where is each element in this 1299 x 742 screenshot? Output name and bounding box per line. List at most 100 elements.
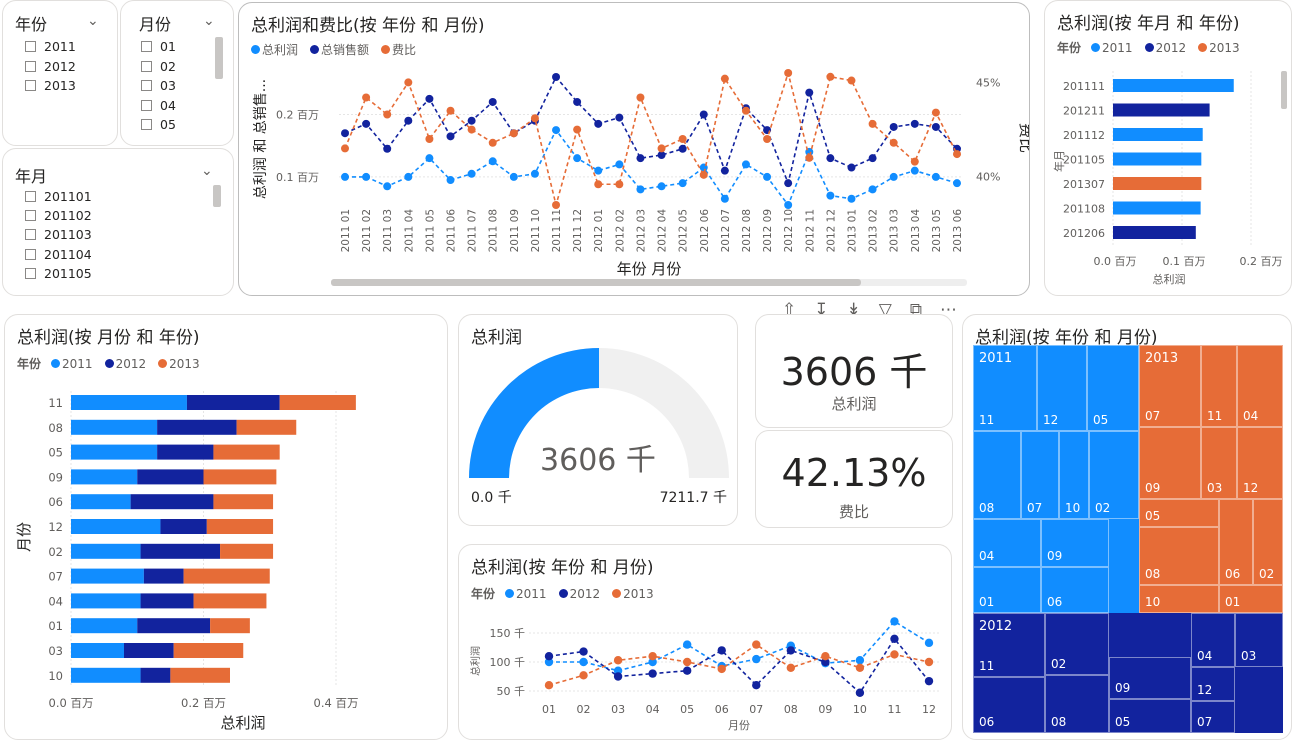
legend-item[interactable]: 2013	[612, 587, 654, 601]
slicer-item[interactable]: 03	[141, 78, 176, 93]
legend-item[interactable]: 2011	[1091, 41, 1133, 55]
checkbox[interactable]	[25, 249, 36, 260]
legend-item[interactable]: 2011	[51, 357, 93, 371]
checkbox[interactable]	[25, 210, 36, 221]
treemap-group[interactable]: 2012 11 02 04 03 09 12 06 08 05 07	[973, 613, 1283, 733]
treemap-cell[interactable]: 03	[1235, 613, 1283, 667]
horizontal-scrollbar[interactable]	[331, 279, 967, 286]
checkbox[interactable]	[141, 61, 152, 72]
legend-item[interactable]: 2012	[1144, 41, 1186, 55]
treemap-cell[interactable]: 04	[1237, 345, 1283, 427]
treemap-cell[interactable]: 11	[973, 613, 1045, 677]
data-point	[931, 108, 940, 117]
kpi-card-profit[interactable]: 3606 千 总利润	[755, 314, 953, 428]
treemap-cell[interactable]: 05	[1109, 699, 1191, 733]
checkbox[interactable]	[25, 229, 36, 240]
checkbox[interactable]	[25, 61, 36, 72]
checkbox[interactable]	[141, 80, 152, 91]
treemap-cell[interactable]: 10	[1139, 585, 1219, 613]
treemap-cell[interactable]: 06	[1041, 567, 1109, 613]
treemap-cell[interactable]: 02	[1089, 431, 1139, 519]
legend-item[interactable]: 总利润	[251, 41, 298, 58]
checkbox[interactable]	[25, 80, 36, 91]
treemap-cell[interactable]: 07	[1191, 701, 1235, 733]
treemap-group[interactable]: 2011 11 12 05 08 07 10 02 04 09 01 06	[973, 345, 1139, 613]
slicer-yearmonth[interactable]: 年月 ⌄ 201101 201102 201103 201104 201105	[2, 148, 234, 296]
data-point	[752, 654, 761, 664]
checkbox[interactable]	[141, 119, 152, 130]
treemap-cell[interactable]: 08	[1139, 527, 1219, 585]
treemap-cell[interactable]: 07	[1021, 431, 1059, 519]
legend-item[interactable]: 2012	[104, 357, 146, 371]
checkbox[interactable]	[25, 41, 36, 52]
slicer-item[interactable]: 201102	[25, 208, 92, 223]
chevron-down-icon[interactable]: ⌄	[203, 13, 215, 29]
legend-item[interactable]: 2013	[158, 357, 200, 371]
treemap-chart[interactable]: 总利润(按 年份 和 月份) 2011 11 12 05 08 07 10 02 04 09 01 0…	[962, 314, 1292, 740]
scrollbar[interactable]	[215, 37, 223, 79]
slicer-year[interactable]: 年份 ⌄ 2011 2012 2013	[2, 0, 118, 146]
scrollbar[interactable]	[1281, 71, 1287, 109]
treemap-cell[interactable]: 05	[1139, 499, 1219, 527]
legend-item[interactable]: 2011	[505, 587, 547, 601]
hbar-yearmonth-chart[interactable]: 总利润(按 年月 和 年份) 年份 2011 2012 2013 0.0 百万 0…	[1044, 0, 1292, 296]
treemap-cell[interactable]: 11	[973, 345, 1037, 431]
scrollbar[interactable]	[213, 185, 221, 207]
treemap-cell[interactable]: 09	[1041, 519, 1109, 567]
hbar-month-chart[interactable]: 总利润(按 月份 和 年份) 年份 2011 2012 2013 0.0 百万 0…	[4, 314, 448, 740]
gauge-card[interactable]: 总利润 3606 千 0.0 千 7211.7 千	[458, 314, 738, 526]
checkbox[interactable]	[141, 41, 152, 52]
treemap-cell[interactable]: 09	[1139, 427, 1201, 499]
legend-item[interactable]: 费比	[381, 41, 416, 58]
slicer-yearmonth-header: 年月	[15, 167, 48, 186]
treemap-cell[interactable]: 09	[1109, 657, 1191, 699]
main-line-chart[interactable]: 总利润和费比(按 年份 和 月份) 总利润 总销售额 费比 0.1 百万 0.2 …	[238, 2, 1030, 296]
treemap-cell[interactable]: 07	[1139, 345, 1201, 427]
checkbox[interactable]	[25, 191, 36, 202]
slicer-item[interactable]: 2013	[25, 78, 76, 93]
x-tick-label: 0.2 百万	[1240, 255, 1283, 268]
treemap-cell[interactable]: 02	[1045, 613, 1109, 675]
slicer-item[interactable]: 2012	[25, 59, 76, 74]
treemap-cell[interactable]: 04	[1191, 613, 1235, 667]
slicer-item[interactable]: 201103	[25, 227, 92, 242]
treemap-cell[interactable]: 01	[1219, 585, 1283, 613]
treemap-cell[interactable]: 03	[1201, 427, 1237, 499]
data-point	[890, 650, 899, 659]
treemap-cell[interactable]: 10	[1059, 431, 1089, 519]
chevron-down-icon[interactable]: ⌄	[201, 163, 213, 179]
treemap-group[interactable]: 2013 07 11 04 09 03 12 05 08 06 02 10 01	[1139, 345, 1283, 613]
treemap-cell[interactable]: 11	[1201, 345, 1237, 427]
chevron-down-icon[interactable]: ⌄	[87, 13, 99, 29]
legend-item[interactable]: 2012	[558, 587, 600, 601]
slicer-item[interactable]: 05	[141, 117, 176, 132]
treemap-cell[interactable]: 08	[973, 431, 1021, 519]
treemap-cell[interactable]: 08	[1045, 675, 1109, 733]
slicer-item[interactable]: 201104	[25, 247, 92, 262]
slicer-item[interactable]: 201101	[25, 189, 92, 204]
treemap-cell[interactable]: 02	[1253, 499, 1283, 585]
kpi-card-expense-ratio[interactable]: 42.13% 费比	[755, 430, 953, 528]
slicer-month[interactable]: 月份 ⌄ 01 02 03 04 05	[120, 0, 234, 146]
legend-item[interactable]: 2013	[1198, 41, 1240, 55]
treemap-cell[interactable]: 12	[1237, 427, 1283, 499]
treemap-cell[interactable]: 04	[973, 519, 1041, 567]
checkbox[interactable]	[141, 100, 152, 111]
data-point	[678, 144, 687, 153]
slicer-item[interactable]: 01	[141, 39, 176, 54]
legend-item[interactable]: 总销售额	[310, 41, 369, 58]
treemap-cell[interactable]: 05	[1087, 345, 1139, 431]
treemap-cell[interactable]: 12	[1191, 667, 1235, 701]
line-small-chart[interactable]: 总利润(按 年份 和 月份) 年份 2011 2012 2013 150 千 10…	[458, 544, 952, 740]
treemap-cell[interactable]: 06	[1219, 499, 1253, 585]
treemap-cell[interactable]: 06	[973, 677, 1045, 733]
data-point	[752, 640, 761, 649]
data-point	[648, 669, 657, 678]
treemap-cell[interactable]: 12	[1037, 345, 1087, 431]
slicer-item[interactable]: 201105	[25, 266, 92, 281]
slicer-item[interactable]: 04	[141, 98, 176, 113]
checkbox[interactable]	[25, 268, 36, 279]
slicer-item[interactable]: 02	[141, 59, 176, 74]
slicer-item[interactable]: 2011	[25, 39, 76, 54]
treemap-cell[interactable]: 01	[973, 567, 1041, 613]
